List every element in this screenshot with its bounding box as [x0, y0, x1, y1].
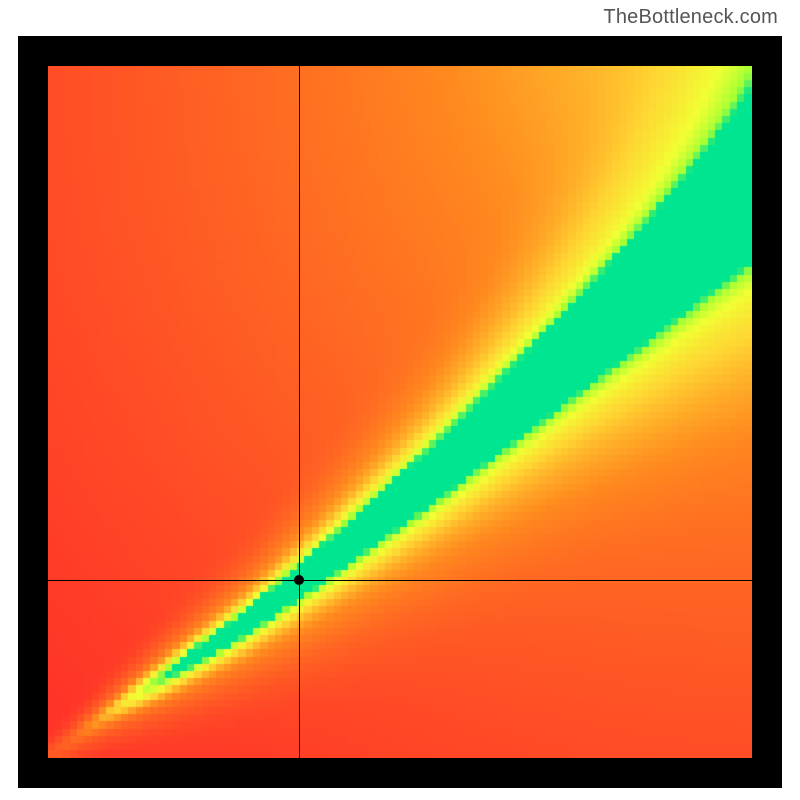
heatmap-chart — [18, 36, 782, 788]
attribution-text: TheBottleneck.com — [603, 6, 778, 29]
heatmap-canvas — [48, 66, 752, 758]
